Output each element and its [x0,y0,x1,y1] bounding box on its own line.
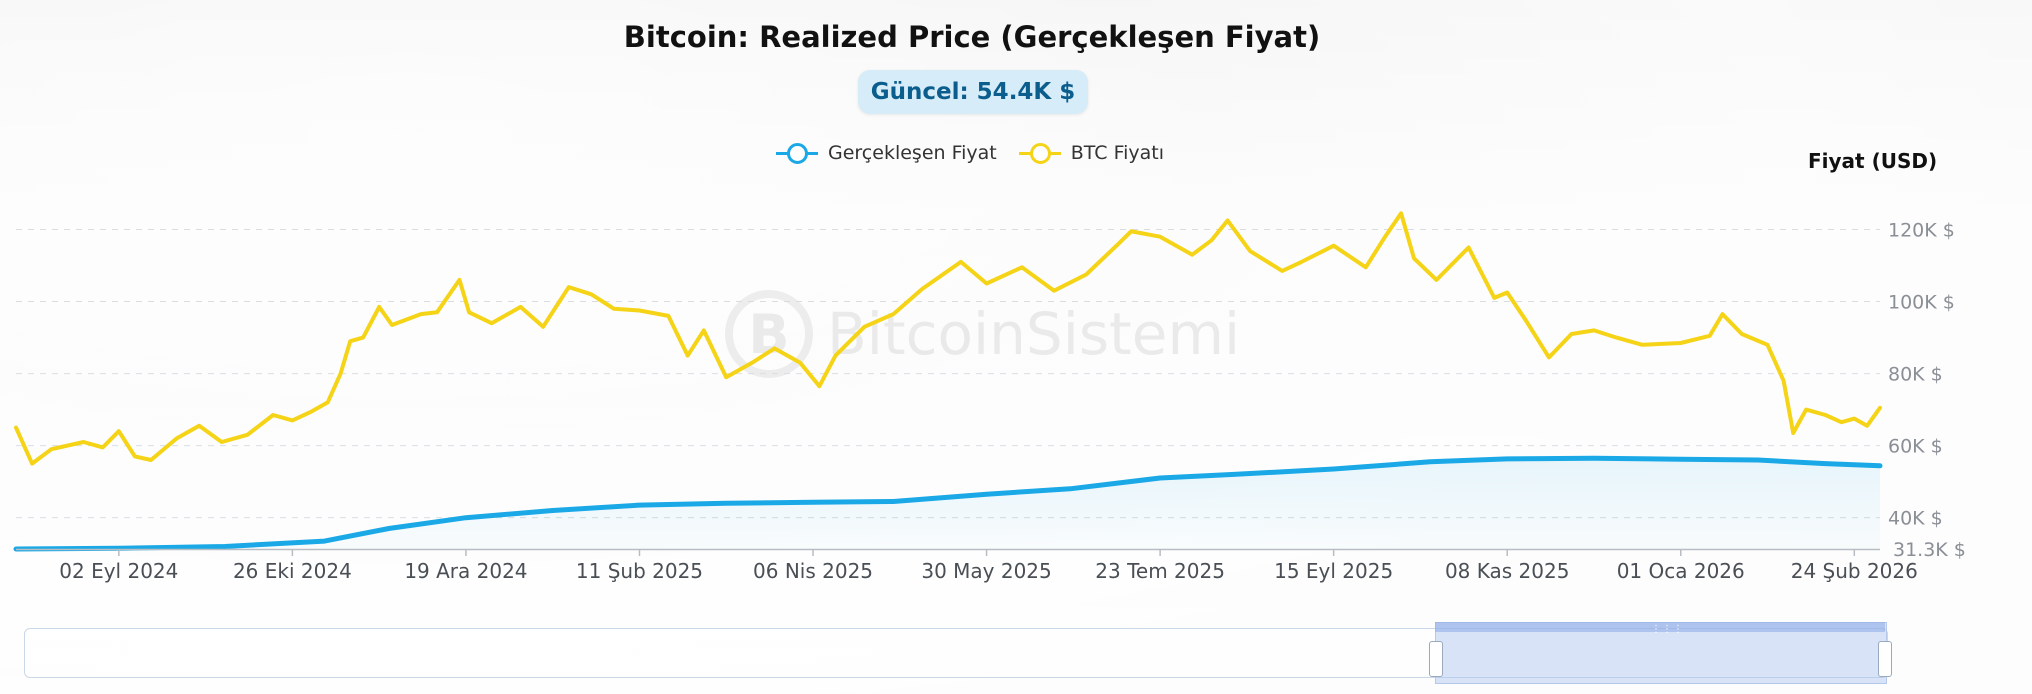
legend-label-btc: BTC Fiyatı [1070,142,1165,164]
legend-marker-realized [776,142,818,164]
y-axis: 40K $ 60K $ 80K $ 100K $ 120K $ 31.3K $ [1888,220,1966,562]
x-tick-label: 02 Eyl 2024 [59,559,178,583]
zoom-slider-drag-bar[interactable] [1435,622,1885,632]
x-axis: 02 Eyl 2024 26 Eki 2024 19 Ara 2024 11 Şub … [59,549,1918,583]
series-layer [13,211,1883,552]
zoom-slider-selection[interactable] [1435,622,1887,684]
legend-item-btc[interactable]: BTC Fiyatı [1018,142,1165,164]
zoom-handle-left[interactable] [1429,641,1443,677]
y-tick-label: 120K $ [1888,220,1955,242]
x-tick-label: 24 Şub 2026 [1791,559,1918,583]
legend-marker-btc [1018,142,1061,164]
x-tick-label: 08 Kas 2025 [1445,559,1570,583]
legend-item-realized[interactable]: Gerçekleşen Fiyat [776,142,997,164]
y-axis-title: Fiyat (USD) [1808,149,1938,173]
zoom-slider-track[interactable] [24,628,1888,678]
x-tick-label: 11 Şub 2025 [576,559,703,583]
x-tick-label: 15 Eyl 2025 [1274,559,1393,583]
series-line-btc-price [14,211,1882,466]
legend: Gerçekleşen Fiyat BTC Fiyatı [776,138,1164,168]
y-tick-label: 80K $ [1888,364,1943,386]
y-tick-label: 60K $ [1888,436,1943,458]
chart-title: Bitcoin: Realized Price (Gerçekleşen Fiy… [623,20,1321,54]
zoom-grip-icon: ⋮⋮⋮ [1651,624,1684,635]
x-tick-label: 06 Nis 2025 [753,559,873,583]
y-tick-label: 100K $ [1888,292,1955,314]
x-tick-label: 30 May 2025 [921,559,1051,583]
y-tick-label: 40K $ [1888,508,1943,530]
zoom-handle-right[interactable] [1878,641,1892,677]
y-tick-label-min: 31.3K $ [1893,539,1966,561]
bitcoin-logo-icon: B [725,290,813,378]
x-tick-label: 01 Oca 2026 [1617,559,1745,583]
x-tick-label: 23 Tem 2025 [1095,559,1225,583]
series-line-realized-price [13,455,1883,552]
x-tick-label: 26 Eki 2024 [233,559,352,583]
legend-label-realized: Gerçekleşen Fiyat [828,142,997,164]
x-tick-label: 19 Ara 2024 [404,559,527,583]
series-area-realized [16,458,1880,549]
current-value-badge: Güncel: 54.4K $ [858,70,1088,114]
